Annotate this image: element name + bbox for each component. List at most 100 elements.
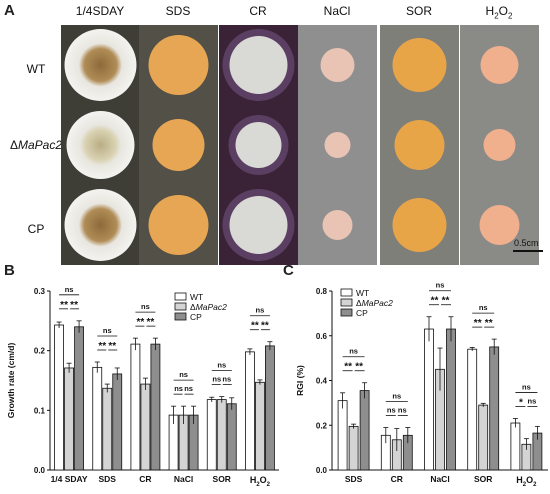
significance-label: ns bbox=[522, 383, 531, 392]
column-header-nacl: NaCl bbox=[323, 4, 351, 18]
significance-label: ns bbox=[479, 303, 488, 312]
y-axis-label: RGI (%) bbox=[295, 365, 305, 396]
y-tick-label: 0.0 bbox=[34, 466, 46, 475]
significance-label: ** bbox=[442, 296, 450, 307]
colony-cp-cr bbox=[219, 185, 298, 265]
legend-label: ΔMaPac2 bbox=[356, 298, 393, 308]
bar bbox=[478, 404, 489, 471]
significance-label: ** bbox=[431, 296, 439, 307]
colony-cp-sday bbox=[61, 185, 140, 265]
significance-label: ns bbox=[184, 384, 193, 393]
legend-swatch bbox=[174, 312, 187, 321]
significance-label: ** bbox=[474, 318, 482, 329]
colony-wt-sds bbox=[139, 25, 218, 105]
scale-bar bbox=[513, 250, 543, 252]
significance-label: ** bbox=[355, 362, 363, 373]
column-header-cr: CR bbox=[249, 4, 267, 18]
bar bbox=[446, 328, 456, 471]
bar bbox=[510, 422, 521, 471]
significance-label: ns bbox=[174, 384, 183, 393]
y-tick-label: 0.3 bbox=[34, 287, 46, 296]
y-tick-label: 0.1 bbox=[34, 406, 46, 415]
x-tick-label: NaCl bbox=[174, 474, 193, 484]
significance-label: ** bbox=[108, 341, 116, 352]
x-tick-label: CR bbox=[139, 474, 151, 484]
colony-mapac2-nacl bbox=[298, 105, 377, 185]
panel-a-letter: A bbox=[4, 2, 15, 19]
legend-label: ΔMaPac2 bbox=[190, 302, 227, 312]
colony-mapac2-h2o2 bbox=[460, 105, 539, 185]
y-tick-label: 0.0 bbox=[316, 466, 328, 475]
significance-label: ns bbox=[349, 347, 358, 356]
colony-cp-sor bbox=[380, 185, 459, 265]
row-label-cp: CP bbox=[27, 222, 45, 236]
significance-label: ** bbox=[344, 362, 352, 373]
bar bbox=[337, 400, 348, 471]
x-tick-label: SOR bbox=[213, 474, 231, 484]
x-tick-label: NaCl bbox=[430, 474, 449, 484]
colony-mapac2-sday bbox=[61, 105, 140, 185]
x-tick-label: H2O2 bbox=[516, 475, 537, 488]
colony-wt-sday bbox=[61, 25, 140, 105]
growth-rate-chart: 0.0 0.1 0.2 0.3 Growth rate (cm/d) 1/4 SDAY ns… bbox=[6, 285, 279, 488]
legend-label: WT bbox=[356, 288, 369, 298]
x-tick-label: H2O2 bbox=[250, 475, 271, 488]
significance-label: ns bbox=[103, 326, 112, 335]
column-header-sor: SOR bbox=[405, 4, 432, 18]
legend-swatch bbox=[340, 308, 353, 317]
colony-wt-nacl bbox=[298, 25, 377, 105]
x-tick-label: SDS bbox=[99, 474, 117, 484]
colony-mapac2-sor bbox=[380, 105, 459, 185]
significance-label: ns bbox=[398, 405, 407, 414]
x-tick-label: CR bbox=[391, 474, 403, 484]
significance-label: ns bbox=[141, 302, 150, 311]
bar bbox=[348, 425, 359, 471]
legend-label: CP bbox=[190, 312, 202, 322]
significance-label: ns bbox=[212, 375, 221, 384]
x-tick-label: 1/4 SDAY bbox=[51, 474, 88, 484]
bar bbox=[467, 348, 478, 471]
legend-label: CP bbox=[356, 308, 368, 318]
legend-swatch bbox=[340, 298, 353, 307]
legend-label: WT bbox=[190, 292, 203, 302]
significance-label: ns bbox=[217, 361, 226, 370]
column-header-sday: 1/4SDAY bbox=[75, 4, 125, 18]
panel-b-letter: B bbox=[4, 262, 15, 279]
column-header-h2o2: H2O2 bbox=[485, 4, 513, 21]
significance-label: ** bbox=[485, 318, 493, 329]
colony-wt-cr bbox=[219, 25, 298, 105]
y-axis-label: Growth rate (cm/d) bbox=[6, 343, 16, 419]
column-header-sds: SDS bbox=[165, 4, 191, 18]
y-tick-label: 0.6 bbox=[316, 332, 328, 341]
bar bbox=[359, 390, 370, 471]
y-tick-label: 0.8 bbox=[316, 287, 328, 296]
legend-swatch bbox=[174, 302, 187, 311]
colony-cp-h2o2 bbox=[460, 185, 539, 265]
significance-label: ns bbox=[528, 397, 537, 406]
colony-cp-sds bbox=[139, 185, 218, 265]
significance-label: ** bbox=[147, 317, 155, 328]
significance-label: ** bbox=[98, 341, 106, 352]
scale-bar-label: 0.5cm bbox=[514, 238, 539, 248]
significance-label: ** bbox=[70, 300, 78, 311]
row-label-wt: WT bbox=[26, 62, 46, 76]
row-label-mapac2: ΔMaPac2 bbox=[9, 138, 63, 152]
significance-label: ns bbox=[256, 306, 265, 315]
colony-mapac2-cr bbox=[219, 105, 298, 185]
significance-label: * bbox=[519, 398, 523, 409]
significance-label: ** bbox=[60, 300, 68, 311]
y-tick-label: 0.2 bbox=[316, 421, 328, 430]
significance-label: ns bbox=[179, 370, 188, 379]
y-tick-label: 0.4 bbox=[316, 377, 328, 386]
significance-label: ns bbox=[65, 285, 74, 294]
significance-label: ** bbox=[251, 321, 259, 332]
significance-label: ** bbox=[137, 317, 145, 328]
legend-swatch bbox=[340, 288, 353, 297]
significance-label: ns bbox=[222, 375, 231, 384]
significance-label: ns bbox=[392, 391, 401, 400]
significance-label: ns bbox=[436, 281, 445, 290]
significance-label: ns bbox=[387, 405, 396, 414]
bar bbox=[424, 328, 434, 471]
x-tick-label: SDS bbox=[345, 474, 363, 484]
